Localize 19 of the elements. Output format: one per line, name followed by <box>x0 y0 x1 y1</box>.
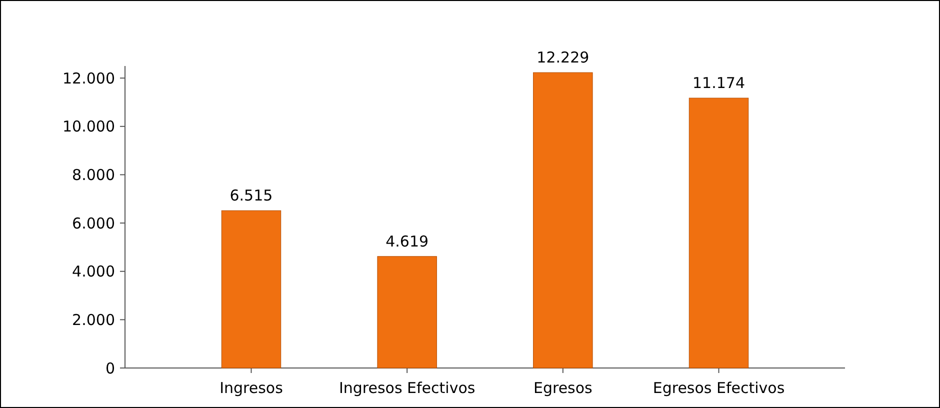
y-tick-label: 0 <box>105 359 115 378</box>
data-label: 12.229 <box>536 48 590 67</box>
y-tick-label: 6.000 <box>72 214 115 232</box>
y-tick-label: 10.000 <box>62 118 115 136</box>
x-tick-label: Ingresos Efectivos <box>338 379 476 397</box>
bar <box>533 72 593 368</box>
data-label: 6.515 <box>230 186 273 205</box>
bar <box>688 98 749 368</box>
x-tick-label: Egresos <box>533 379 593 397</box>
data-label: 11.174 <box>692 74 746 92</box>
y-tick-label: 2.000 <box>72 310 115 329</box>
data-label: 4.619 <box>386 232 429 250</box>
bar <box>221 210 282 368</box>
x-tick-label: Ingresos <box>220 379 284 397</box>
y-tick-label: 12.000 <box>62 69 115 88</box>
y-tick-label: 4.000 <box>72 262 115 281</box>
x-tick-label: Egresos Efectivos <box>652 379 785 397</box>
y-tick-label: 8.000 <box>72 166 115 184</box>
bar <box>377 256 437 368</box>
